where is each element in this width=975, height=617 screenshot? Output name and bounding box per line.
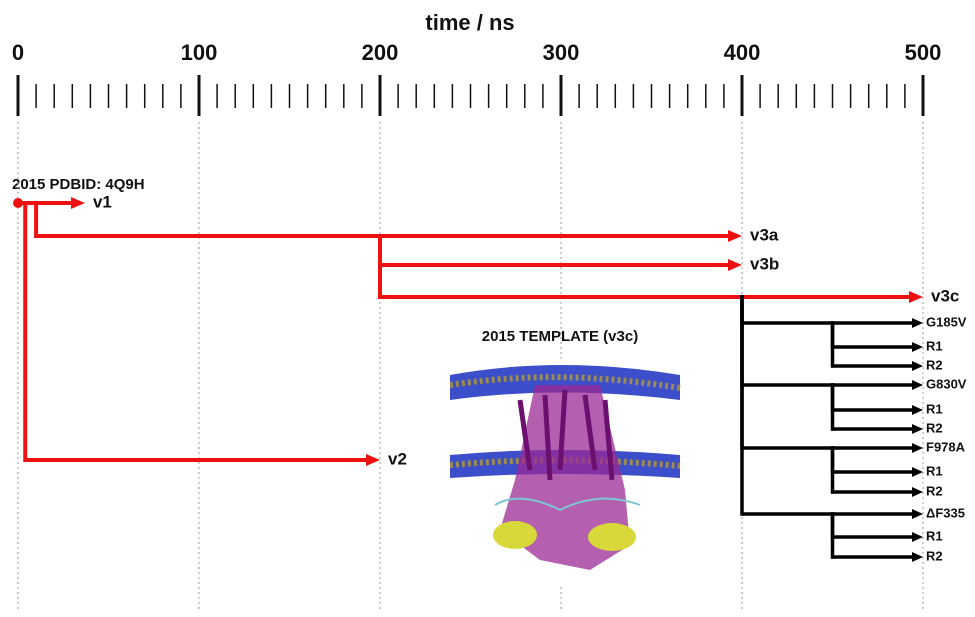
arrow-head	[728, 259, 742, 271]
branch-label: R2	[926, 548, 943, 563]
branch-label: R1	[926, 401, 943, 416]
arrow-head	[71, 197, 85, 209]
arrow-head	[912, 509, 923, 519]
branch-label: G830V	[926, 376, 967, 391]
arrow-head	[912, 380, 923, 390]
branch-label: R2	[926, 420, 943, 435]
tick-label: 0	[12, 40, 24, 65]
arrow-head	[912, 424, 923, 434]
tick-label: 400	[724, 40, 761, 65]
branch-label: v3b	[750, 254, 779, 273]
protein-illustration	[445, 360, 680, 585]
branch-label: R1	[926, 528, 943, 543]
arrow-head	[912, 467, 923, 477]
tick-label: 300	[543, 40, 580, 65]
branch-label: R2	[926, 483, 943, 498]
protein-domain	[493, 521, 537, 549]
origin-label: 2015 PDBID: 4Q9H	[12, 176, 145, 193]
arrow-head	[912, 342, 923, 352]
arrow-head	[366, 454, 380, 466]
tick-label: 200	[362, 40, 399, 65]
tick-label: 500	[905, 40, 942, 65]
arrow-head	[912, 487, 923, 497]
branch-label: R1	[926, 338, 943, 353]
branch-label: v3c	[931, 286, 959, 305]
branch-label: F978A	[926, 439, 966, 454]
arrow-head	[912, 443, 923, 453]
branch-label: v3a	[750, 225, 779, 244]
branch-label: R2	[926, 357, 943, 372]
arrow-head	[912, 361, 923, 371]
arrow-head	[912, 318, 923, 328]
branch-label: ΔF335	[926, 505, 965, 520]
origin-point	[13, 198, 23, 208]
timeline-figure: time / ns 2015 PDBID: 4Q9H 2015 TEMPLATE…	[0, 0, 975, 617]
arrow-head	[912, 532, 923, 542]
arrow-head	[912, 405, 923, 415]
tick-label: 100	[181, 40, 218, 65]
branch-label: R1	[926, 463, 943, 478]
arrow-head	[909, 291, 923, 303]
branch-label: G185V	[926, 314, 967, 329]
arrow-head	[912, 552, 923, 562]
image-caption: 2015 TEMPLATE (v3c)	[482, 328, 638, 345]
arrow-head	[728, 230, 742, 242]
protein-domain	[588, 523, 636, 551]
branch-label: v2	[388, 449, 407, 468]
branch-label: v1	[93, 192, 112, 211]
axis-title: time / ns	[425, 10, 514, 35]
